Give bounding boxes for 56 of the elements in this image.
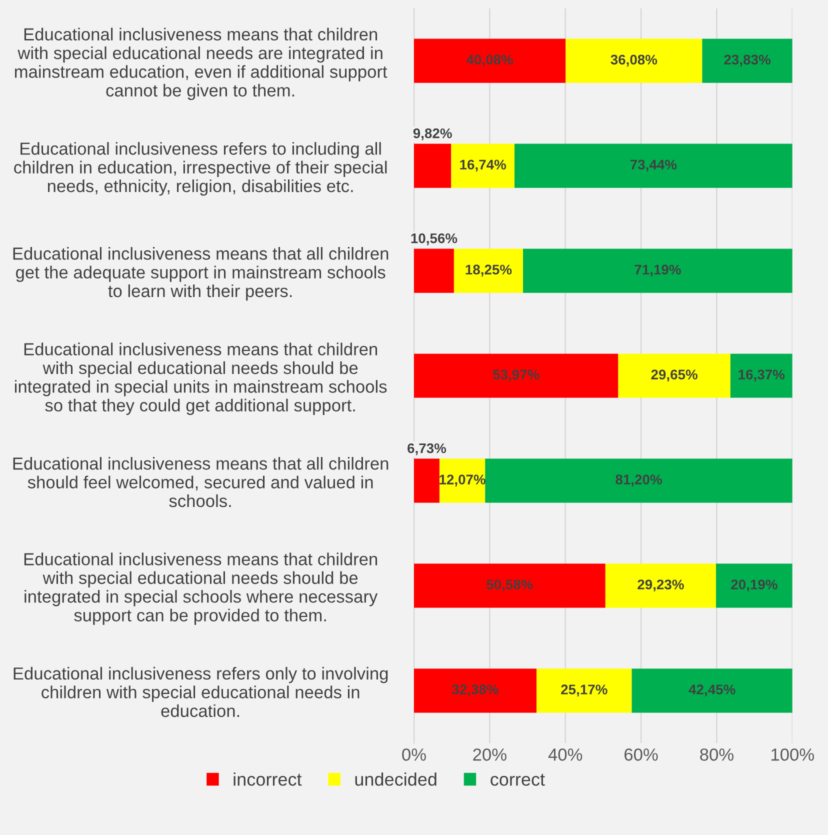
bar	[730, 354, 792, 398]
x-tick-label: 0%	[402, 748, 426, 761]
data-label: 50,58%	[486, 580, 533, 592]
data-label: 71,19%	[634, 264, 681, 277]
y-tick-label: Educational inclusiveness means that all children should feel welcomed, secured and valued in schools.	[13, 456, 388, 508]
bar	[414, 38, 566, 83]
bar	[414, 248, 454, 293]
legend-label: incorrect	[234, 772, 302, 786]
data-label: 40,08%	[466, 54, 514, 67]
bar	[451, 144, 514, 188]
data-label: 29,65%	[651, 370, 698, 382]
bar	[523, 248, 792, 293]
y-tick-label: Educational inclusiveness means that children with special educational needs should be integrated in special units in mainstream schools so that they could get additional support.	[15, 342, 387, 415]
x-tick-label: 20%	[473, 748, 506, 761]
bar	[618, 354, 730, 398]
data-label: 42,45%	[688, 684, 736, 696]
y-tick-label: Educational inclusiveness means that all children get the adequate support in mainstream schools to learn with their peers.	[13, 247, 388, 301]
x-tick-label: 80%	[700, 748, 734, 761]
bar	[485, 458, 792, 503]
bar	[414, 564, 606, 608]
bar	[716, 564, 792, 608]
bar	[566, 38, 702, 83]
data-label: 81,20%	[616, 474, 662, 486]
y-tick-label: Educational inclusiveness means that children with special educational needs are integrated in mainstream education, even if additional support cannot be given to them.	[14, 28, 388, 100]
bar	[605, 564, 716, 608]
data-label: 6,73%	[408, 443, 446, 456]
data-label: 16,74%	[460, 160, 506, 172]
data-label: 23,83%	[724, 54, 770, 67]
bar	[702, 38, 792, 83]
bar	[536, 668, 632, 713]
bar	[414, 458, 440, 503]
data-label: 53,97%	[492, 370, 540, 382]
legend-label: correct	[490, 774, 545, 786]
data-label: 9,82%	[413, 128, 452, 140]
data-label: 18,25%	[466, 264, 512, 277]
data-label: 20,19%	[731, 580, 778, 592]
bar	[632, 668, 792, 713]
bar	[414, 668, 537, 713]
legend-label: undecided	[355, 772, 436, 786]
y-tick-label: Educational inclusiveness refers only to involving children with special educational needs in education.	[14, 666, 388, 718]
y-tick-label: Educational inclusiveness refers to including all children in education, irrespective of their special needs, ethnicity, religion, disabilities etc.	[14, 142, 387, 196]
bar	[414, 144, 452, 188]
bar	[514, 144, 792, 188]
bar	[454, 248, 524, 293]
data-label: 32,38%	[452, 684, 498, 696]
data-label: 73,44%	[630, 160, 677, 172]
x-tick-label: 60%	[624, 748, 658, 761]
x-tick-label: 40%	[548, 748, 582, 761]
bar	[414, 354, 618, 398]
y-tick-label: Educational inclusiveness means that children with special educational needs should be integrated in special schools where necessary support can be provided to them.	[24, 552, 378, 625]
x-tick-label: 100%	[772, 748, 814, 761]
data-label: 29,23%	[638, 580, 684, 592]
data-label: 36,08%	[610, 54, 658, 67]
data-label: 25,17%	[561, 684, 608, 696]
data-label: 16,37%	[738, 370, 785, 382]
data-label: 10,56%	[411, 233, 458, 246]
